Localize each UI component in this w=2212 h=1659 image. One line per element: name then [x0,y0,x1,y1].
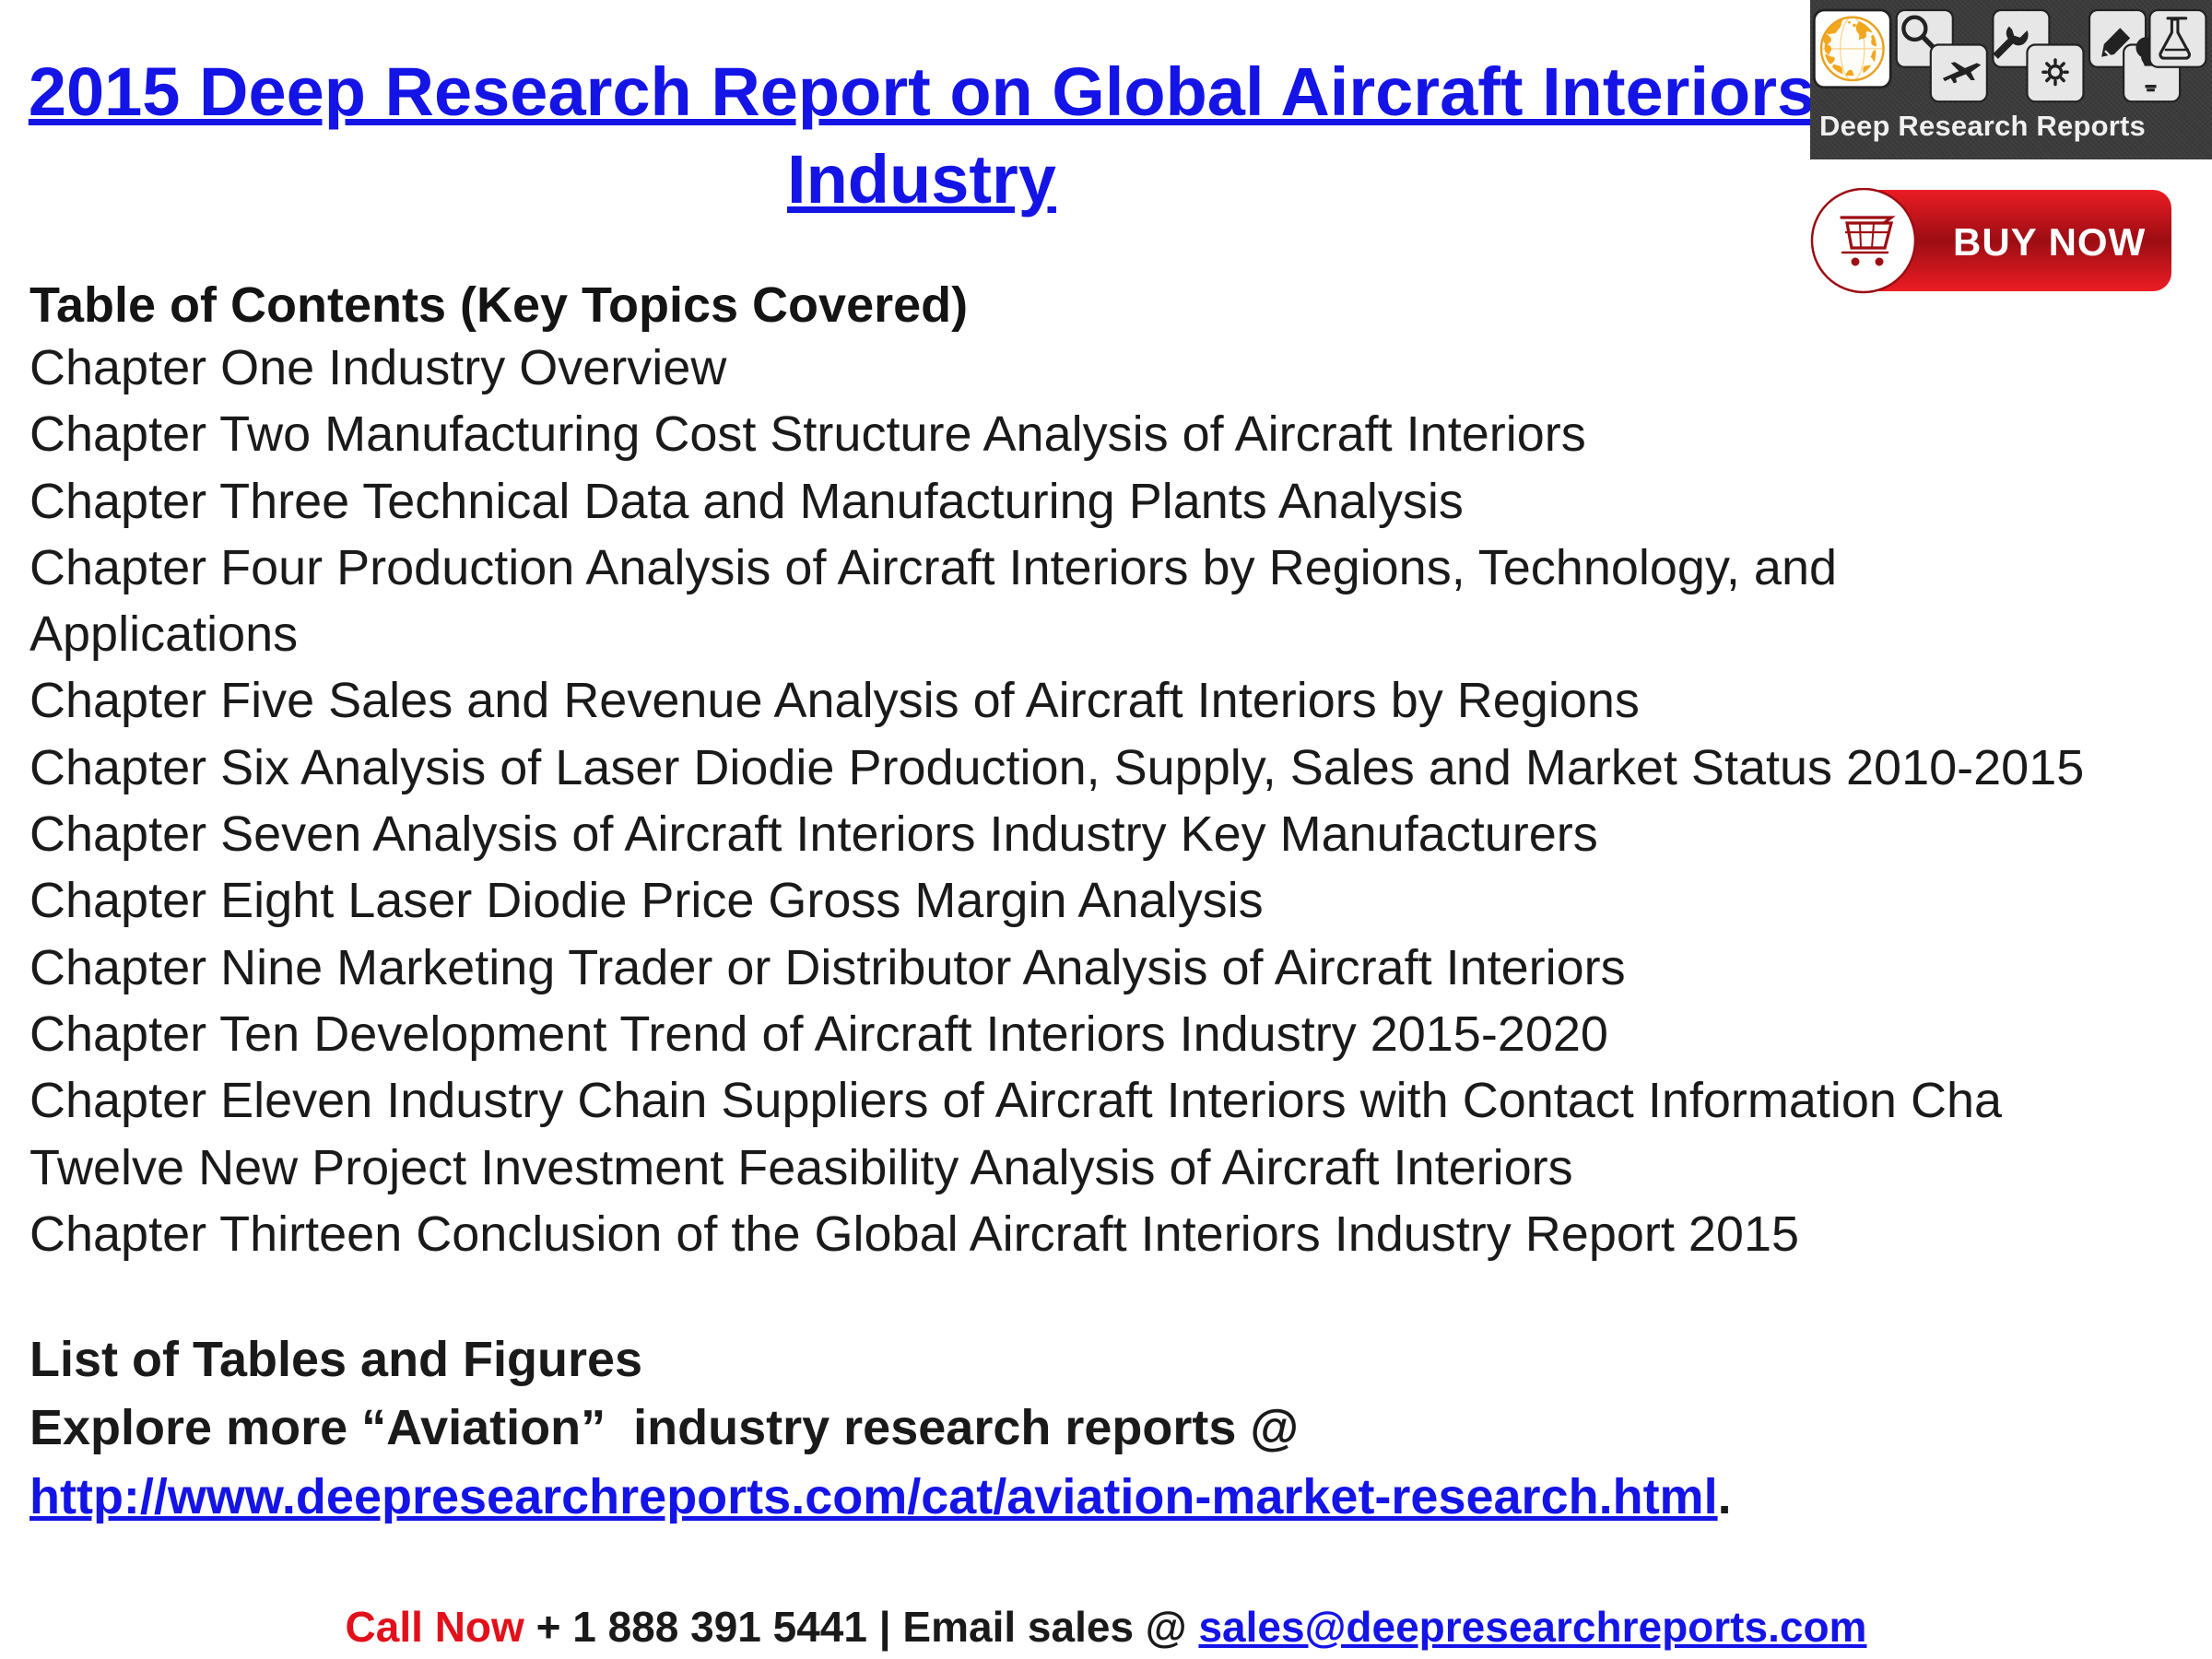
svg-text:BUY NOW: BUY NOW [1953,220,2146,264]
